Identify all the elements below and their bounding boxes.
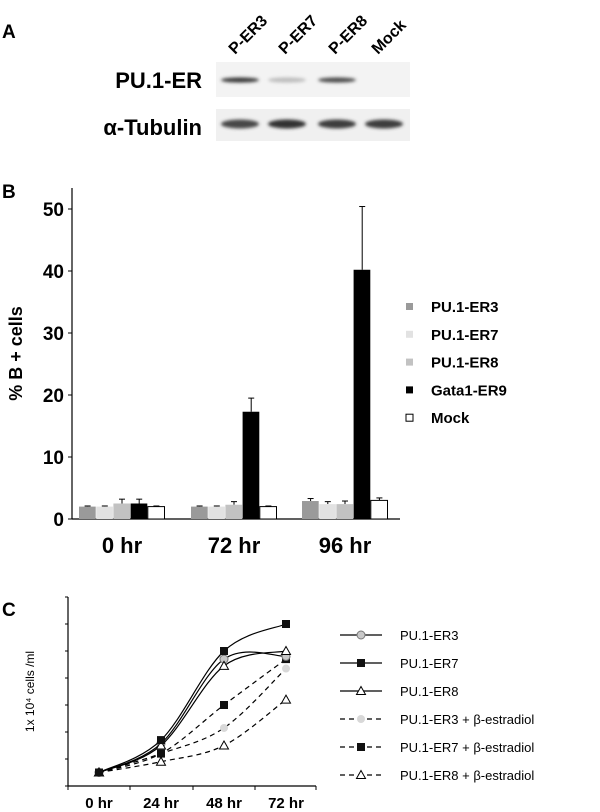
blot-row-label-pu1: PU.1-ER	[115, 68, 202, 93]
series-line	[98, 650, 287, 774]
y-tick-label: 30	[43, 324, 64, 345]
legend-swatch	[406, 303, 413, 310]
legend-label: Gata1-ER9	[431, 382, 507, 399]
bar	[96, 506, 113, 519]
square-marker	[357, 743, 365, 751]
bar	[370, 499, 388, 520]
legend-label: PU.1-ER8	[400, 684, 459, 699]
bar	[79, 506, 96, 519]
x-tick-label: 72 hr	[208, 533, 261, 558]
panel-label-c: C	[2, 600, 16, 621]
x-tick-label: 0 hr	[85, 795, 113, 812]
legend-swatch	[405, 413, 414, 422]
lane-label: P-ER7	[276, 12, 321, 57]
legend-swatch	[406, 330, 413, 338]
series-line	[98, 699, 287, 774]
series-line	[98, 651, 287, 774]
legend-label: PU.1-ER8 + β-estradiol	[400, 768, 534, 783]
legend-label: PU.1-ER3 + β-estradiol	[400, 712, 534, 727]
blot-band	[365, 119, 403, 129]
bar	[113, 503, 131, 519]
x-tick-label: 24 hr	[143, 795, 179, 812]
x-tick-label: 48 hr	[206, 795, 242, 812]
bar	[191, 506, 208, 519]
bar	[259, 506, 277, 520]
blot-band	[221, 77, 259, 83]
square-marker	[282, 620, 290, 628]
blot-bands	[221, 77, 403, 129]
x-tick-label: 72 hr	[268, 795, 304, 812]
legend-label: PU.1-ER7 + β-estradiol	[400, 740, 534, 755]
blot-row-label-tubulin: α-Tubulin	[103, 115, 202, 140]
bar	[208, 506, 225, 519]
x-tick-label: 96 hr	[319, 533, 372, 558]
bar	[130, 503, 148, 519]
y-tick-label: 0	[53, 510, 64, 531]
square-marker	[357, 659, 365, 667]
triangle-marker	[355, 769, 367, 779]
circle-marker	[356, 630, 366, 640]
series-line	[98, 623, 287, 774]
legend-label: PU.1-ER3	[400, 628, 459, 643]
square-marker	[220, 647, 228, 655]
legend-label: PU.1-ER7	[400, 656, 459, 671]
lane-label: Mock	[369, 17, 410, 58]
blot-band	[221, 119, 259, 129]
y-tick-label: 50	[43, 200, 64, 221]
circle-marker	[357, 715, 365, 723]
bar	[225, 504, 243, 519]
y-axis-label: % B + cells	[6, 306, 26, 401]
y-tick-label: 40	[43, 262, 64, 283]
panel-label-b: B	[2, 182, 16, 203]
triangle-marker	[155, 739, 167, 750]
blot-lane-labels: P-ER3 P-ER7 P-ER8 Mock	[226, 12, 410, 57]
series-line	[98, 658, 287, 774]
blot-band	[268, 77, 306, 83]
legend-label: PU.1-ER8	[431, 355, 499, 372]
legend-swatch	[406, 386, 413, 394]
series-line	[98, 668, 287, 774]
square-marker	[157, 749, 165, 758]
triangle-marker	[218, 660, 230, 670]
square-marker	[220, 701, 228, 709]
y-tick-label: 10	[43, 448, 64, 469]
blot-band	[268, 119, 306, 129]
legend-swatch	[406, 358, 413, 366]
square-marker	[157, 736, 165, 745]
bar	[147, 506, 166, 520]
y-axis-label: 1x 10⁴ cells /ml	[23, 651, 37, 732]
bar-chart: 0 10 20 30 40 50 % B + cells 0 hr 72 hr 96 hr PU.1…	[6, 188, 507, 558]
lane-label: P-ER8	[326, 12, 371, 57]
legend-label: PU.1-ER3	[431, 299, 499, 316]
circle-marker	[282, 664, 290, 673]
x-tick-label: 0 hr	[102, 533, 143, 558]
legend-label: Mock	[431, 410, 470, 427]
triangle-marker	[355, 685, 367, 695]
triangle-marker	[155, 756, 167, 766]
lane-label: P-ER3	[226, 12, 271, 57]
blot-band	[318, 119, 356, 129]
triangle-marker	[218, 739, 230, 750]
y-tick-label: 20	[43, 386, 64, 407]
bar	[353, 269, 371, 519]
bar	[302, 501, 319, 519]
circle-marker	[220, 723, 228, 732]
square-marker	[95, 768, 103, 777]
blot-band	[318, 77, 356, 83]
panel-label-a: A	[2, 22, 16, 43]
bar	[319, 504, 336, 519]
bar	[242, 411, 260, 519]
bar	[336, 504, 354, 519]
legend-label: PU.1-ER7	[431, 327, 499, 344]
line-chart: 0 hr 24 hr 48 hr 72 hr 1x 10⁴ cells /ml PU.1-…	[23, 596, 534, 812]
triangle-marker	[280, 694, 292, 704]
triangle-marker	[280, 645, 292, 655]
